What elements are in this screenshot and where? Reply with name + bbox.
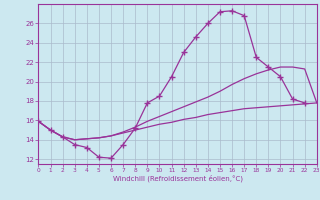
- X-axis label: Windchill (Refroidissement éolien,°C): Windchill (Refroidissement éolien,°C): [113, 175, 243, 182]
